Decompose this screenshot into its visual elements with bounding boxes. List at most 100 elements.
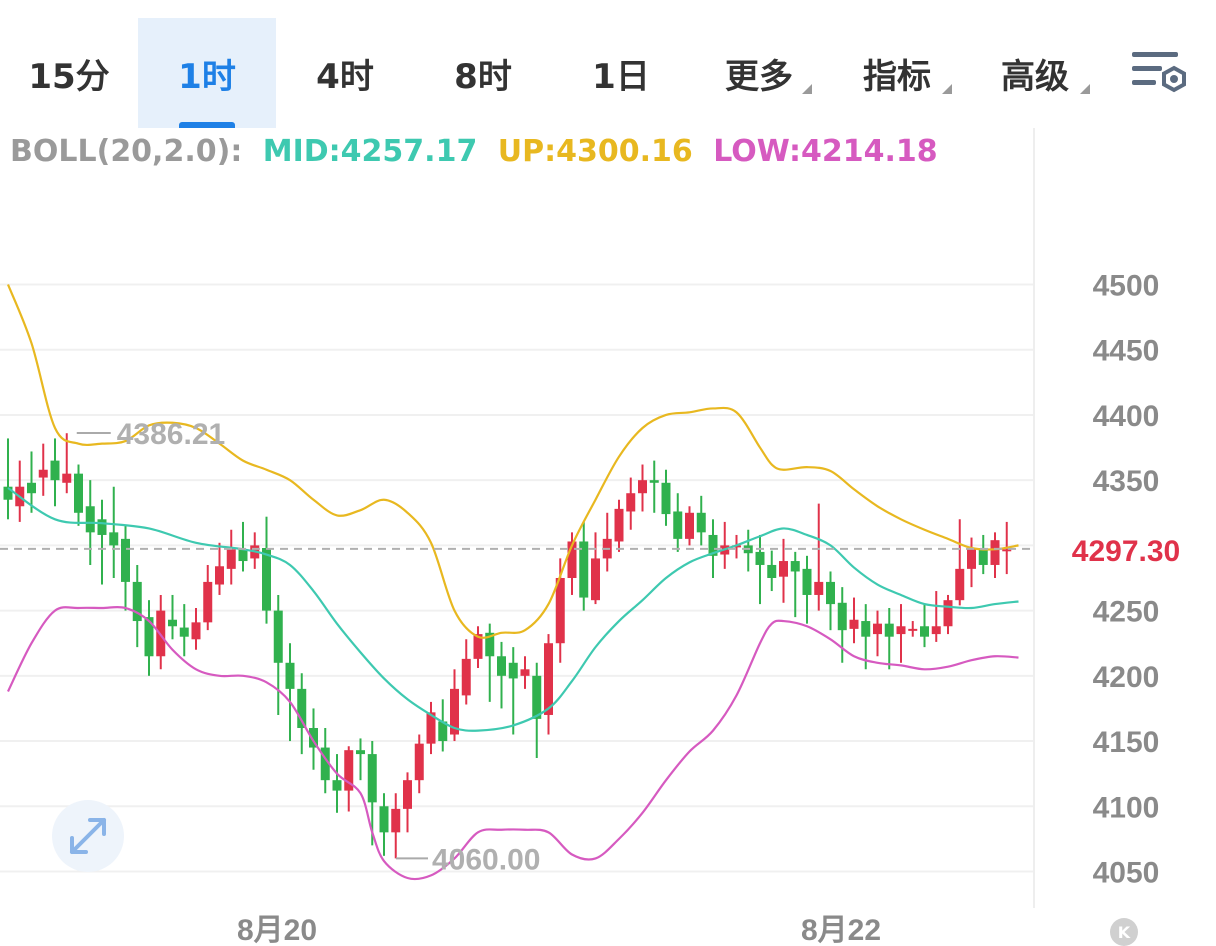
- candle: [414, 734, 424, 794]
- candle-body: [508, 662, 518, 679]
- time-axis: 8月20 8月22: [237, 914, 881, 946]
- tab-15min[interactable]: 15分: [0, 18, 138, 128]
- candle-body: [438, 721, 448, 742]
- candle-body: [74, 473, 83, 513]
- dropdown-triangle-icon: [942, 84, 952, 94]
- tab-indicators-dropdown[interactable]: 指标: [828, 18, 966, 128]
- tab-1h-label: 1时: [178, 56, 236, 97]
- candle: [450, 669, 459, 742]
- candle-body: [391, 808, 401, 833]
- x-axis-date-label: 8月20: [237, 914, 317, 946]
- candle: [426, 701, 436, 755]
- candle: [955, 519, 965, 606]
- candle: [262, 516, 271, 624]
- candle-body: [320, 747, 330, 781]
- high-marker-value: 4386.21: [117, 418, 225, 451]
- candle: [438, 699, 448, 752]
- tab-15min-label: 15分: [28, 56, 110, 97]
- candle: [696, 495, 706, 546]
- chart-settings-icon[interactable]: [1130, 50, 1188, 96]
- candle-body: [978, 548, 988, 565]
- tab-4h[interactable]: 4时: [276, 18, 414, 128]
- candle-body: [297, 688, 307, 728]
- boll-params-label: BOLL(20,2.0):: [10, 134, 243, 169]
- candle: [238, 521, 248, 572]
- candle-body: [238, 549, 248, 562]
- candle: [379, 793, 389, 856]
- candle: [15, 460, 25, 522]
- price-axis: 4500 4450 4400 4350 4250 4200 4150 4100 4050: [1093, 270, 1160, 890]
- y-axis-tick-label: 4100: [1093, 791, 1160, 824]
- dropdown-triangle-icon: [802, 84, 812, 94]
- candle: [638, 464, 647, 512]
- y-axis-tick-label: 4150: [1093, 726, 1160, 759]
- candle: [461, 639, 471, 705]
- tab-advanced-dropdown[interactable]: 高级: [966, 18, 1104, 128]
- candle: [215, 542, 224, 595]
- candle-body: [649, 480, 659, 483]
- x-axis-date-label: 8月22: [801, 914, 881, 946]
- candle: [62, 433, 72, 494]
- boll-upper-band: [6, 284, 1019, 639]
- tab-more-dropdown[interactable]: 更多: [690, 18, 828, 128]
- tab-1d[interactable]: 1日: [552, 18, 690, 128]
- boll-up-value: UP:4300.16: [497, 134, 693, 169]
- candle: [144, 600, 154, 676]
- candle-body: [802, 568, 812, 595]
- candle-body: [614, 508, 624, 542]
- candle: [591, 532, 600, 605]
- candle-body: [685, 512, 694, 539]
- candle: [814, 503, 824, 611]
- candle: [920, 604, 929, 648]
- candle-body: [544, 643, 553, 715]
- candle-body: [27, 482, 36, 494]
- candle-body: [62, 473, 72, 483]
- tab-1h[interactable]: 1时: [138, 18, 276, 128]
- tab-8h-label: 8时: [454, 56, 512, 97]
- candle-body: [426, 712, 436, 744]
- candle-body: [191, 622, 201, 640]
- candle: [708, 519, 718, 578]
- candle-body: [203, 581, 213, 623]
- candle: [203, 564, 213, 631]
- candle-body: [896, 626, 906, 635]
- candle: [320, 728, 330, 794]
- candle: [344, 746, 354, 812]
- k-badge-icon: K: [1110, 918, 1138, 946]
- boll-mid-value: MID:4257.17: [262, 134, 478, 169]
- candle: [3, 438, 13, 520]
- candle-body: [908, 628, 918, 631]
- candle-body: [955, 568, 965, 601]
- candle: [168, 594, 177, 640]
- candle: [884, 608, 894, 670]
- candle-body: [532, 675, 542, 719]
- candle-body: [779, 561, 788, 577]
- candle: [226, 529, 236, 585]
- y-axis-tick-label: 4400: [1093, 400, 1160, 433]
- expand-arrows-icon[interactable]: [52, 800, 124, 872]
- candle-body: [873, 623, 882, 635]
- candle: [567, 532, 577, 595]
- candle: [391, 793, 401, 859]
- candle: [649, 460, 659, 513]
- candle: [132, 564, 142, 648]
- candle-body: [38, 469, 48, 478]
- tab-8h[interactable]: 8时: [414, 18, 552, 128]
- candle: [779, 538, 788, 603]
- candle-body: [1002, 549, 1012, 552]
- candle: [873, 610, 882, 657]
- candle: [579, 521, 589, 611]
- candle: [685, 506, 694, 546]
- candle: [532, 662, 542, 758]
- candle-body: [309, 728, 318, 748]
- candle-body: [826, 581, 835, 605]
- candle-body: [626, 493, 636, 512]
- candle-body: [967, 548, 976, 569]
- candle-body: [990, 540, 1000, 565]
- candle-body: [567, 541, 577, 578]
- chart-gridlines: [0, 283, 1034, 873]
- boll-lower-band: [7, 605, 1019, 881]
- candle-body: [367, 754, 377, 803]
- candle-body: [356, 750, 365, 755]
